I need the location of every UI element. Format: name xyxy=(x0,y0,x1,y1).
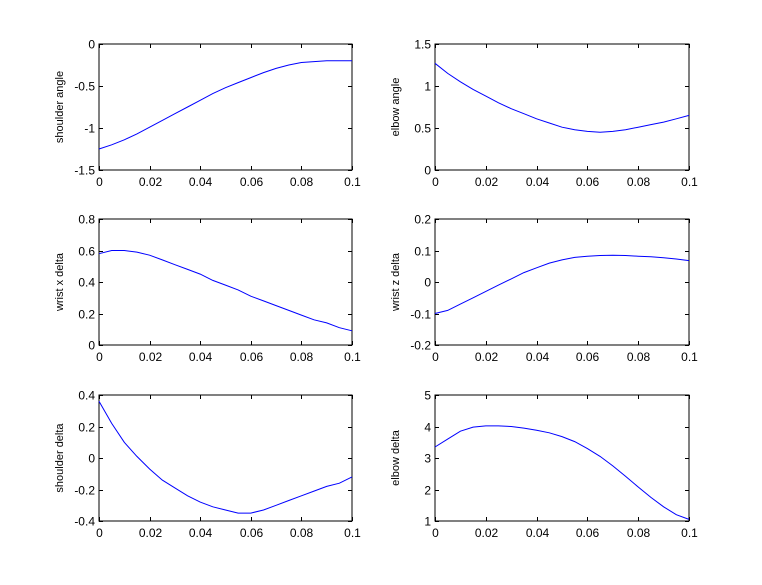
x-tick-label: 0.02 xyxy=(139,526,163,540)
x-tick-label: 0.06 xyxy=(576,175,600,189)
y-tick-label: 0.1 xyxy=(414,245,431,259)
y-tick-label: 1 xyxy=(424,80,431,94)
x-tick-label: 0.02 xyxy=(475,526,499,540)
axes-box xyxy=(98,394,353,522)
y-tick-label: -1.5 xyxy=(74,164,95,178)
series-line xyxy=(98,401,353,514)
x-tick-label: 0.04 xyxy=(526,175,550,189)
x-tick-label: 0 xyxy=(96,175,103,189)
x-tick-label: 0.02 xyxy=(475,350,499,364)
series-line xyxy=(434,425,690,520)
y-tick-label: 0.2 xyxy=(78,308,95,322)
x-tick-label: 0.06 xyxy=(576,350,600,364)
x-tick-label: 0.02 xyxy=(139,175,163,189)
x-tick-label: 0 xyxy=(96,350,103,364)
subplot-5: 0 0.02 0.04 0.06 0.08 0.1 -0.4 -0.2 0 0.2 0.4 shoul… xyxy=(54,389,361,541)
y-tick-label: 1.5 xyxy=(414,38,431,52)
x-tick-label: 0.08 xyxy=(627,175,651,189)
y-tick-label: 0.8 xyxy=(78,213,95,227)
x-tick-label: 0.08 xyxy=(290,175,314,189)
x-tick-label: 0.04 xyxy=(189,175,213,189)
y-tick-label: -0.5 xyxy=(74,80,95,94)
x-tick-label: 0.1 xyxy=(681,526,698,540)
y-tick-label: 0.4 xyxy=(78,276,95,290)
subplot-4: 0 0.02 0.04 0.06 0.08 0.1 -0.2 -0.1 0 0.1 0.2 wrist… xyxy=(390,213,698,365)
axes-box xyxy=(434,394,690,522)
series-line xyxy=(98,60,352,150)
x-tick-label: 0.1 xyxy=(344,526,361,540)
series-line xyxy=(434,62,690,133)
y-tick-label: 0 xyxy=(88,38,95,52)
y-tick-label: 0 xyxy=(88,339,95,353)
x-tick-label: 0.02 xyxy=(139,350,163,364)
y-tick-label: 0 xyxy=(88,452,95,466)
y-tick-label: 0.2 xyxy=(78,421,95,435)
x-tick-label: 0 xyxy=(432,175,439,189)
y-tick-label: 5 xyxy=(424,389,431,403)
axes-box xyxy=(434,218,690,346)
x-tick-label: 0 xyxy=(432,526,439,540)
y-tick-label: 0.4 xyxy=(78,389,95,403)
x-tick-label: 0.08 xyxy=(627,350,651,364)
x-tick-label: 0.1 xyxy=(344,350,361,364)
y-tick-label: -0.1 xyxy=(410,308,431,322)
x-tick-label: 0.04 xyxy=(526,526,550,540)
y-axis-label: elbow angle xyxy=(390,78,402,137)
x-tick-label: 0.04 xyxy=(189,350,213,364)
y-tick-label: 2 xyxy=(424,484,431,498)
x-tick-label: 0 xyxy=(96,526,103,540)
y-tick-label: 1 xyxy=(424,515,431,529)
x-tick-label: 0.1 xyxy=(681,350,698,364)
y-tick-label: 0 xyxy=(424,276,431,290)
x-tick-label: 0 xyxy=(432,350,439,364)
x-tick-label: 0.06 xyxy=(240,350,264,364)
y-tick-label: -1 xyxy=(84,122,95,136)
x-tick-label: 0.08 xyxy=(627,526,651,540)
y-tick-label: 0.2 xyxy=(414,213,431,227)
series-line xyxy=(98,250,353,332)
x-tick-label: 0.1 xyxy=(681,175,698,189)
y-axis-label: shoulder angle xyxy=(54,71,66,143)
x-tick-label: 0.06 xyxy=(576,526,600,540)
y-axis-label: elbow delta xyxy=(390,429,402,486)
y-axis-label: wrist z delta xyxy=(390,252,402,312)
y-tick-label: -0.2 xyxy=(410,339,431,353)
y-tick-label: 0.5 xyxy=(414,122,431,136)
y-tick-label: -0.4 xyxy=(74,515,95,529)
subplot-2: 0 0.02 0.04 0.06 0.08 0.1 0 0.5 1 1.5 elbow angle xyxy=(390,38,698,190)
x-tick-label: 0.06 xyxy=(240,175,264,189)
x-tick-label: 0.08 xyxy=(290,350,314,364)
x-tick-label: 0.04 xyxy=(526,350,550,364)
subplot-6: 0 0.02 0.04 0.06 0.08 0.1 1 2 3 4 5 elbow delta xyxy=(390,389,698,541)
subplot-3: 0 0.02 0.04 0.06 0.08 0.1 0 0.2 0.4 0.6 0.8 wrist x… xyxy=(54,213,361,365)
axes-box xyxy=(98,218,353,346)
y-tick-label: 0 xyxy=(424,164,431,178)
x-tick-label: 0.08 xyxy=(290,526,314,540)
y-tick-label: 4 xyxy=(424,421,431,435)
axes-box xyxy=(434,43,690,171)
x-tick-label: 0.02 xyxy=(475,175,499,189)
y-axis-label: wrist x delta xyxy=(54,252,66,312)
y-axis-label: shoulder delta xyxy=(54,423,66,493)
y-tick-label: 3 xyxy=(424,452,431,466)
x-tick-label: 0.1 xyxy=(344,175,361,189)
x-tick-label: 0.06 xyxy=(240,526,264,540)
x-tick-label: 0.04 xyxy=(189,526,213,540)
series-line xyxy=(434,254,690,314)
y-tick-label: -0.2 xyxy=(74,484,95,498)
y-tick-label: 0.6 xyxy=(78,245,95,259)
axes-box xyxy=(98,43,353,171)
subplot-1: 0 0.02 0.04 0.06 0.08 0.1 -1.5 -1 -0.5 0 shoulder … xyxy=(54,38,361,190)
